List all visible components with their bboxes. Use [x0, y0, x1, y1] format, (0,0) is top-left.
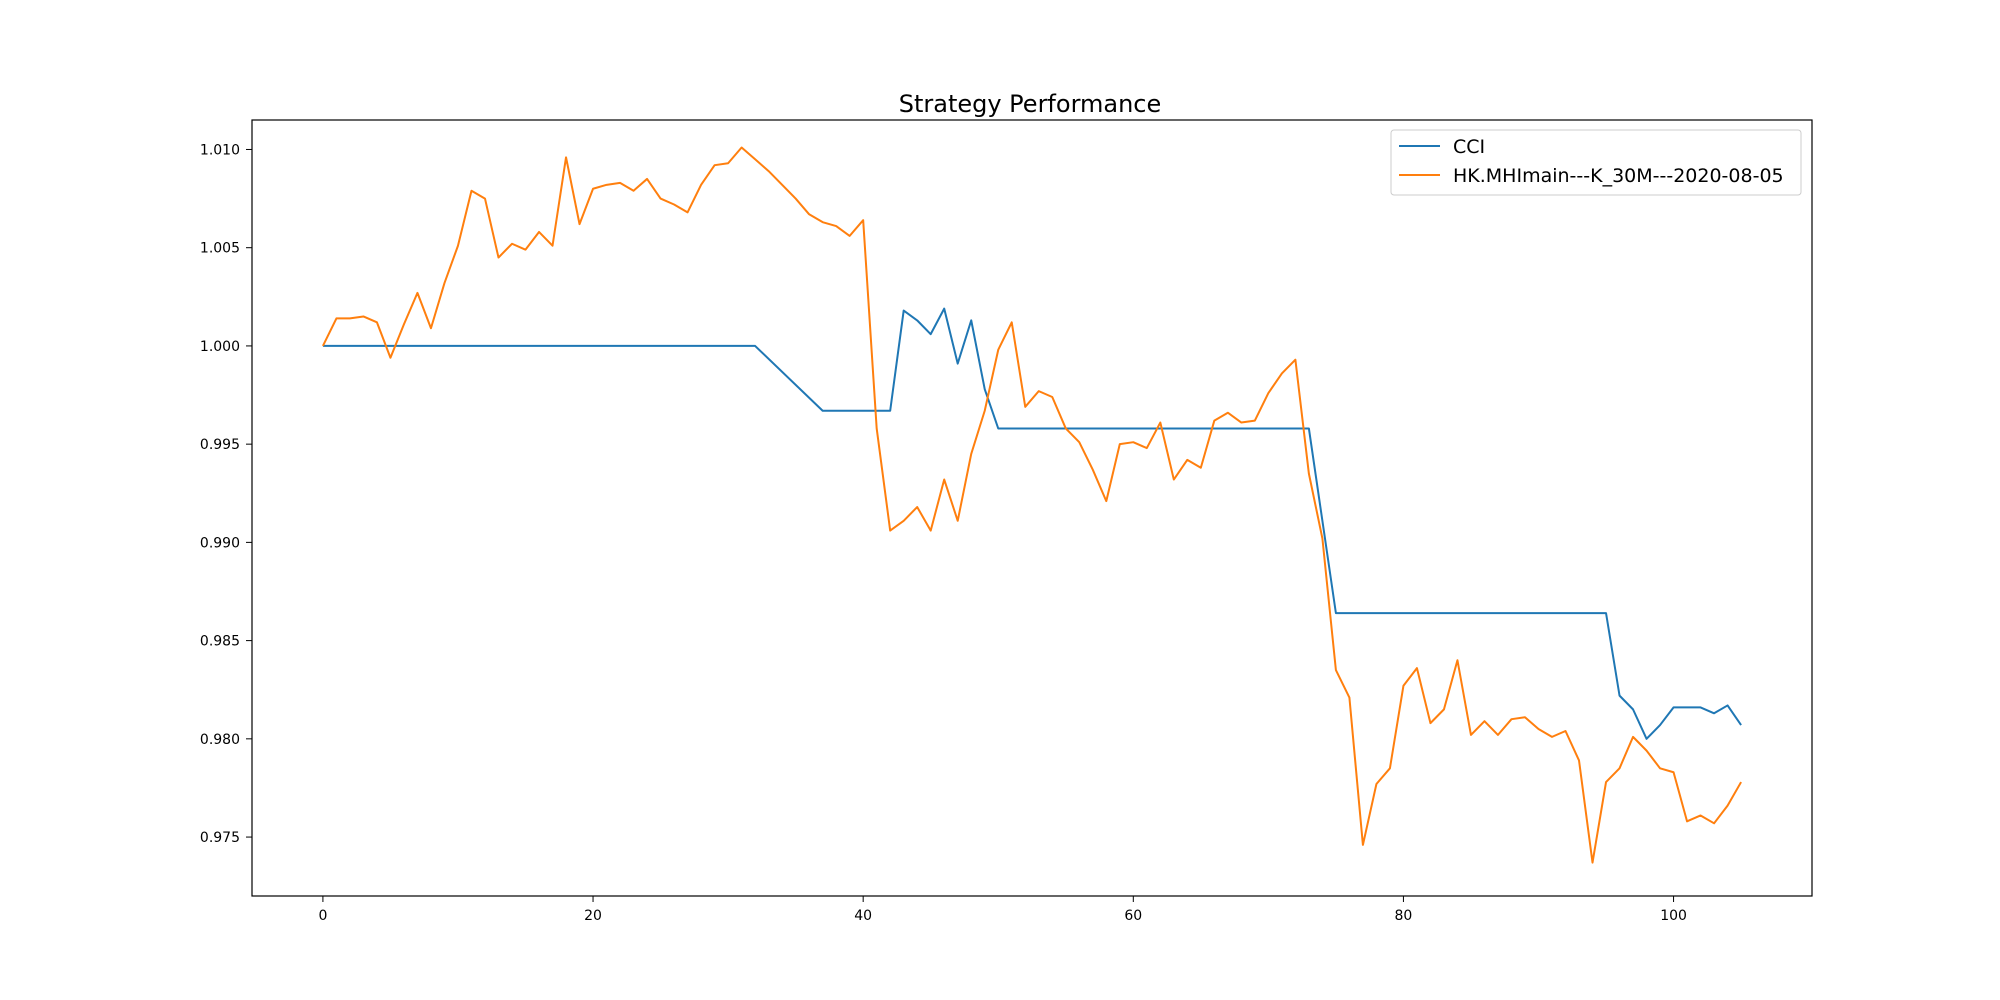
- x-tick-label: 20: [584, 908, 602, 924]
- y-tick-label: 1.005: [200, 241, 240, 257]
- legend: CCI HK.MHImain---K_30M---2020-08-05: [1390, 129, 1802, 196]
- series-layer: [322, 146, 1742, 864]
- x-axis: 0 20 40 60 80 100: [318, 896, 1687, 924]
- y-tick-label: 0.990: [200, 535, 240, 551]
- x-tick-label: 40: [854, 908, 872, 924]
- series-line-cci: [322, 307, 1742, 740]
- legend-label-hk-mhimain: HK.MHImain---K_30M---2020-08-05: [1453, 165, 1784, 187]
- legend-label-cci: CCI: [1453, 136, 1485, 158]
- y-tick-label: 0.995: [200, 437, 240, 453]
- y-axis: 0.975 0.980 0.985 0.990 0.995 1.000 1.005 1.010: [200, 142, 252, 846]
- series-line-hk-mhimain: [322, 146, 1742, 864]
- chart-title: Strategy Performance: [899, 90, 1162, 118]
- y-tick-label: 1.000: [200, 339, 240, 355]
- y-tick-label: 1.010: [200, 142, 240, 158]
- x-tick-label: 0: [318, 908, 327, 924]
- plot-frame: [251, 119, 1813, 897]
- y-tick-label: 0.985: [200, 634, 240, 650]
- x-tick-label: 100: [1660, 908, 1687, 924]
- x-tick-label: 60: [1124, 908, 1142, 924]
- legend-box: [1390, 129, 1802, 196]
- y-tick-label: 0.980: [200, 732, 240, 748]
- y-tick-label: 0.975: [200, 830, 240, 846]
- x-tick-label: 80: [1395, 908, 1413, 924]
